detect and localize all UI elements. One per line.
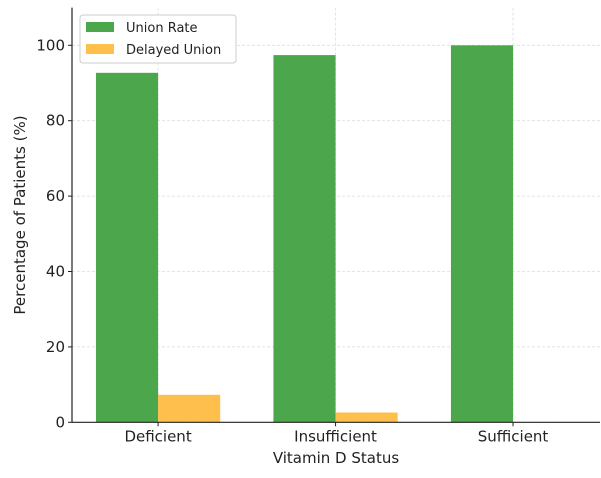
bar-union-rate bbox=[273, 55, 336, 423]
y-tick-label: 20 bbox=[46, 338, 65, 356]
x-tick-label: Sufficient bbox=[478, 427, 549, 445]
y-tick-label: 40 bbox=[46, 263, 65, 281]
legend-label: Delayed Union bbox=[126, 43, 221, 58]
legend-label: Union Rate bbox=[126, 21, 198, 36]
x-axis-label: Vitamin D Status bbox=[273, 449, 400, 467]
x-tick-label: Deficient bbox=[124, 427, 191, 445]
y-tick-label: 60 bbox=[46, 187, 65, 205]
legend-swatch bbox=[86, 44, 114, 54]
bar-delayed-union bbox=[158, 394, 221, 423]
y-tick-label: 80 bbox=[46, 112, 65, 130]
legend-swatch bbox=[86, 22, 114, 32]
y-tick-label: 100 bbox=[36, 36, 65, 54]
y-axis-label: Percentage of Patients (%) bbox=[11, 115, 29, 314]
y-tick-label: 0 bbox=[55, 413, 65, 431]
axes: 0 20 40 60 80 100 Deficient Insufficient Suffici… bbox=[36, 7, 600, 445]
bars bbox=[95, 45, 514, 423]
legend-box bbox=[79, 14, 237, 64]
legend: Union Rate Delayed Union bbox=[79, 14, 237, 64]
x-tick-label: Insufficient bbox=[294, 427, 377, 445]
bar-union-rate bbox=[95, 72, 159, 423]
bar-delayed-union bbox=[335, 412, 398, 423]
bar-union-rate bbox=[450, 45, 514, 423]
